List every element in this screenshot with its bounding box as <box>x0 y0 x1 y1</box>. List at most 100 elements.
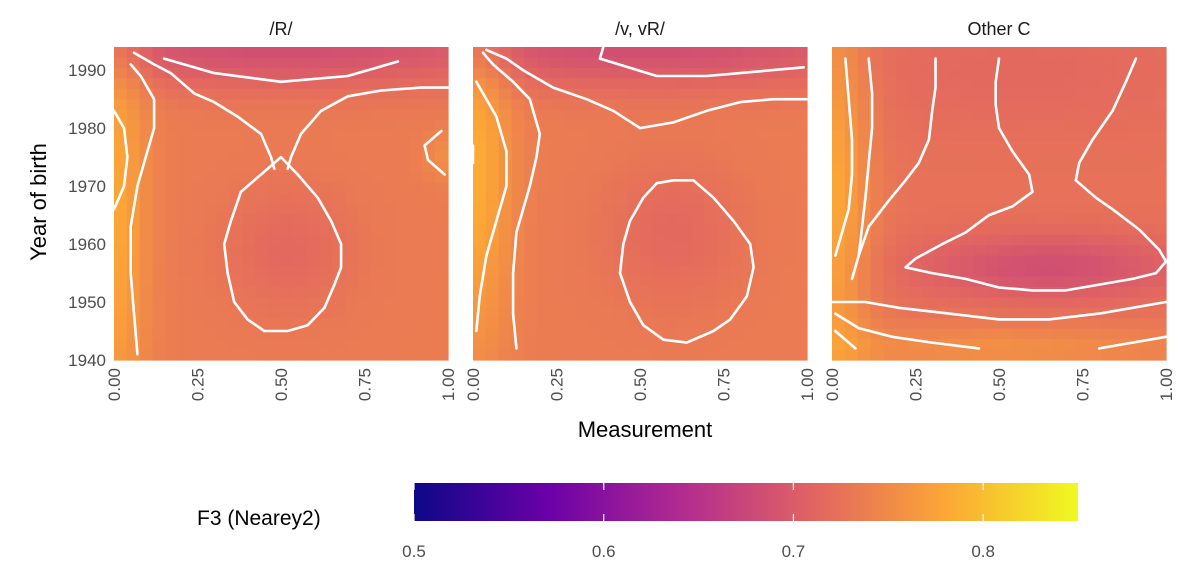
heatmap-cell <box>511 57 525 69</box>
heatmap-cell <box>934 120 949 132</box>
heatmap-cell <box>370 78 385 90</box>
heatmap-cell <box>883 67 897 79</box>
heatmap-cell <box>909 234 923 246</box>
heatmap-cell <box>139 328 154 340</box>
heatmap-cell <box>1037 224 1051 236</box>
heatmap-cell <box>832 172 846 184</box>
heatmap-cell <box>1153 109 1167 121</box>
heatmap-cell <box>485 255 500 267</box>
heatmap-cell <box>293 349 308 361</box>
heatmap-cell <box>614 245 628 257</box>
heatmap-cell <box>575 318 590 330</box>
heatmap-cell <box>1127 172 1141 184</box>
heatmap-cell <box>358 193 372 205</box>
heatmap-cell <box>973 130 987 142</box>
heatmap-cell <box>281 307 295 319</box>
heatmap-cell <box>383 88 398 100</box>
heatmap-cell <box>537 47 551 59</box>
heatmap-cell <box>485 88 500 100</box>
heatmap-cell <box>422 88 436 100</box>
heatmap-cell <box>627 67 641 79</box>
heatmap-cell <box>524 255 538 267</box>
heatmap-cell <box>614 99 628 111</box>
heatmap-cell <box>281 234 295 246</box>
heatmap-cell <box>999 245 1013 257</box>
heatmap-cell <box>358 140 372 152</box>
heatmap-cell <box>742 99 757 111</box>
heatmap-cell <box>1050 99 1064 111</box>
heatmap-cell <box>678 67 692 79</box>
heatmap-cell <box>345 120 359 132</box>
heatmap-cell <box>485 349 500 361</box>
heatmap-cell <box>562 140 577 152</box>
heatmap-cell <box>1114 193 1129 205</box>
heatmap-cell <box>255 99 269 111</box>
heatmap-cell <box>704 276 718 288</box>
heatmap-cell <box>550 182 564 194</box>
heatmap-cell <box>524 120 538 132</box>
heatmap-cell <box>781 88 795 100</box>
heatmap-cell <box>255 307 269 319</box>
heatmap-cell <box>306 224 321 236</box>
heatmap-cell <box>1076 224 1090 236</box>
heatmap-cell <box>306 245 321 257</box>
heatmap-cell <box>319 67 333 79</box>
heatmap-cell <box>1153 47 1167 59</box>
heatmap-cell <box>627 140 641 152</box>
heatmap-cell <box>178 213 192 225</box>
heatmap-cell <box>601 109 615 121</box>
heatmap-cell <box>883 130 897 142</box>
heatmap-cell <box>1101 120 1116 132</box>
heatmap-cell <box>537 140 551 152</box>
heatmap-cell <box>152 297 166 309</box>
heatmap-cell <box>601 203 615 215</box>
heatmap-cell <box>1140 161 1154 173</box>
heatmap-cell <box>409 120 423 132</box>
heatmap-cell <box>832 307 846 319</box>
heatmap-cell <box>511 213 525 225</box>
heatmap-cell <box>139 224 154 236</box>
heatmap-cell <box>973 307 987 319</box>
heatmap-cell <box>409 203 423 215</box>
heatmap-cell <box>665 224 680 236</box>
panels <box>112 45 1168 361</box>
heatmap-cell <box>281 130 295 142</box>
heatmap-cell <box>794 266 808 278</box>
heatmap-cell <box>550 151 564 163</box>
heatmap-cell <box>627 182 641 194</box>
heatmap-cell <box>139 182 154 194</box>
heatmap-cell <box>755 151 770 163</box>
heatmap-cell <box>896 88 910 100</box>
heatmap-cell <box>422 286 436 298</box>
heatmap-cell <box>537 349 551 361</box>
heatmap-cell <box>652 172 667 184</box>
heatmap-cell <box>575 213 590 225</box>
heatmap-cell <box>665 78 680 90</box>
heatmap-cell <box>537 297 551 309</box>
heatmap-cell <box>485 203 500 215</box>
heatmap-cell <box>742 297 757 309</box>
heatmap-cell <box>896 151 910 163</box>
heatmap-cell <box>139 286 154 298</box>
heatmap-cell <box>640 255 654 267</box>
heatmap-cell <box>1101 328 1116 340</box>
heatmap-cell <box>562 109 577 121</box>
heatmap-cell <box>1114 286 1129 298</box>
heatmap-cell <box>242 67 256 79</box>
heatmap-cell <box>857 67 872 79</box>
heatmap-cell <box>768 120 782 132</box>
heatmap-cell <box>345 234 359 246</box>
heatmap-cell <box>126 109 141 121</box>
heatmap-cell <box>1076 276 1090 288</box>
heatmap-cell <box>627 328 641 340</box>
heatmap-cell <box>794 140 808 152</box>
heatmap-cell <box>1024 47 1039 59</box>
heatmap-cell <box>1050 266 1064 278</box>
heatmap-cell <box>575 130 590 142</box>
heatmap-cell <box>960 234 974 246</box>
heatmap-cell <box>281 172 295 184</box>
heatmap-cell <box>678 318 692 330</box>
heatmap-cell <box>242 130 256 142</box>
heatmap-cell <box>999 266 1013 278</box>
heatmap-cell <box>1076 67 1090 79</box>
